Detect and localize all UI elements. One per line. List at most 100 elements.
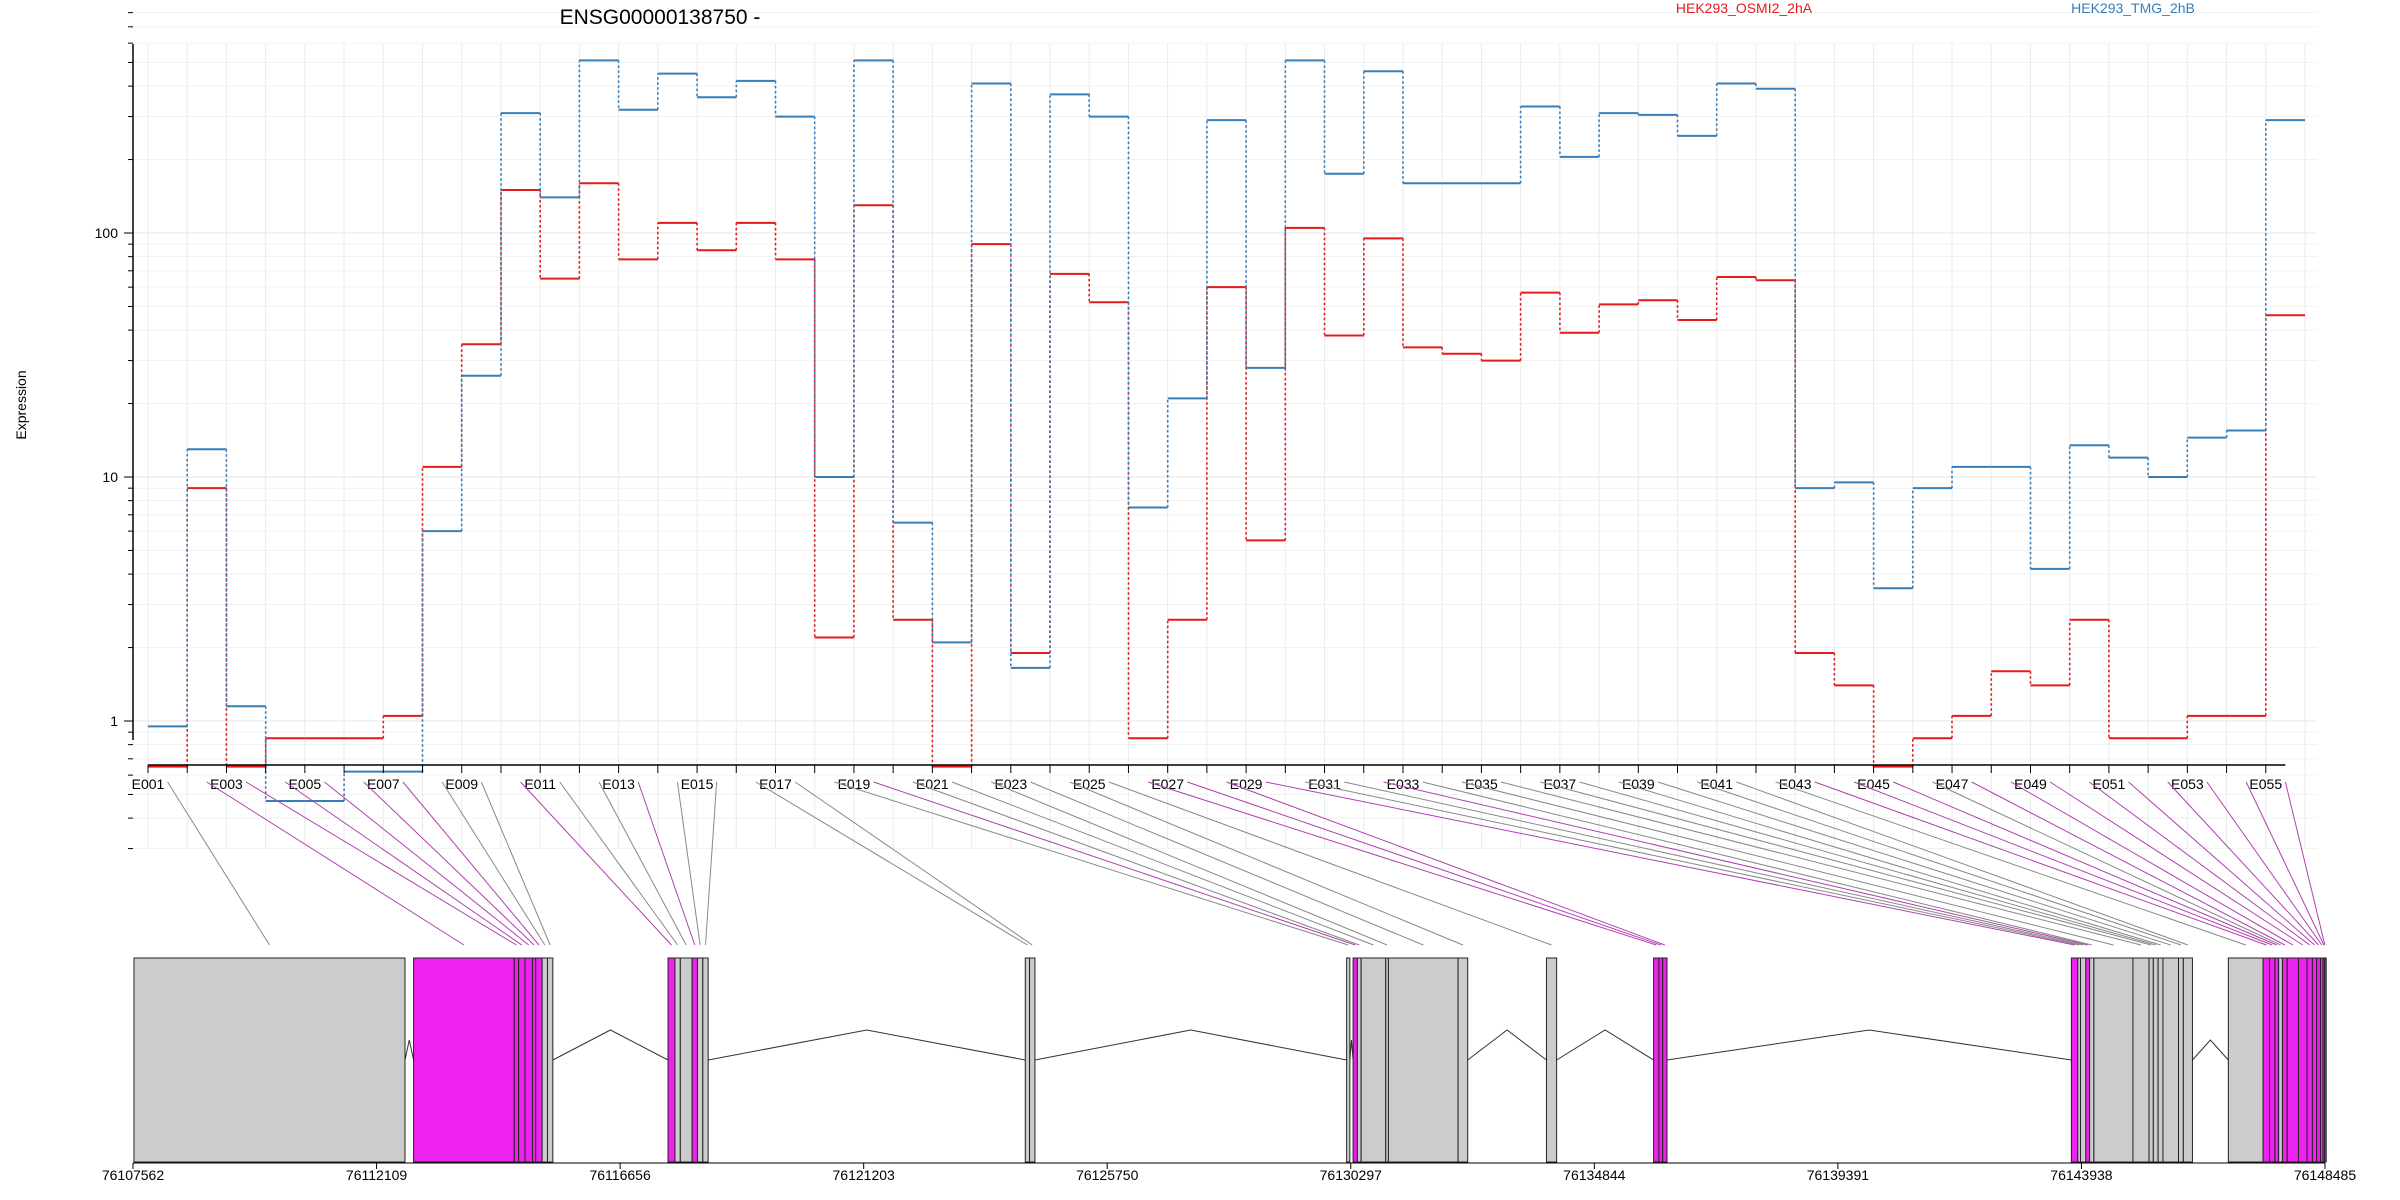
y-tick-label: 1 bbox=[110, 713, 118, 729]
exon-block bbox=[1360, 957, 1387, 1163]
bin-connector bbox=[1147, 781, 1657, 946]
exon-block bbox=[2278, 957, 2283, 1163]
exon-block bbox=[1346, 957, 1351, 1163]
bin-connector bbox=[480, 781, 551, 946]
bin-connector bbox=[2284, 781, 2326, 946]
series-lines bbox=[148, 59, 2305, 803]
legend-series-2: HEK293_TMG_2hB bbox=[2071, 0, 2195, 16]
x-tick-label: E015 bbox=[681, 776, 714, 792]
bin-connector bbox=[324, 781, 530, 946]
exon-block bbox=[2157, 957, 2164, 1163]
exon-block bbox=[1387, 957, 1459, 1163]
x-tick-label: E013 bbox=[602, 776, 635, 792]
exon-connector-lines bbox=[167, 781, 2326, 946]
exon-block bbox=[2085, 957, 2091, 1163]
exon-block bbox=[667, 957, 676, 1163]
bin-connector bbox=[245, 781, 517, 946]
intron-line bbox=[708, 1029, 1026, 1061]
x-tick-label: E027 bbox=[1151, 776, 1184, 792]
bin-connector bbox=[1775, 781, 2246, 946]
bin-connector bbox=[2128, 781, 2315, 946]
x-tick-label: E047 bbox=[1936, 776, 1969, 792]
exon-block bbox=[2178, 957, 2184, 1163]
bin-connector bbox=[1108, 781, 1552, 946]
bin-connector bbox=[2089, 781, 2311, 946]
exon-block bbox=[2286, 957, 2299, 1163]
exon-block bbox=[518, 957, 526, 1163]
genomic-tick-label: 76130297 bbox=[1320, 1167, 1383, 1183]
x-tick-label: E053 bbox=[2171, 776, 2204, 792]
exon-block bbox=[2274, 957, 2280, 1163]
exon-block bbox=[2227, 957, 2264, 1163]
legend-series-1: HEK293_OSMI2_2hA bbox=[1676, 0, 1813, 16]
bin-connector bbox=[873, 781, 1356, 946]
exon-block bbox=[2269, 957, 2276, 1163]
y-tick-label: 100 bbox=[95, 225, 119, 241]
genomic-tick-label: 76125750 bbox=[1076, 1167, 1139, 1183]
x-tick-label: E021 bbox=[916, 776, 949, 792]
bin-connector bbox=[1657, 781, 2171, 946]
genomic-tick-label: 76112109 bbox=[346, 1167, 407, 1183]
exon-block bbox=[2162, 957, 2180, 1163]
x-tick-label: E017 bbox=[759, 776, 792, 792]
bin-connector bbox=[834, 781, 1349, 946]
intron-line bbox=[1034, 1029, 1347, 1061]
exon-block bbox=[2132, 957, 2150, 1163]
intron-line bbox=[1556, 1029, 1654, 1061]
x-tick-label: E043 bbox=[1779, 776, 1812, 792]
exon-block bbox=[691, 957, 698, 1163]
bin-connector bbox=[2167, 781, 2319, 946]
bin-connector bbox=[520, 781, 672, 946]
exon-block bbox=[1653, 957, 1660, 1163]
exon-block bbox=[1029, 957, 1036, 1163]
exon-block bbox=[2070, 957, 2079, 1163]
bin-connector bbox=[1932, 781, 2281, 946]
exon-block bbox=[702, 957, 709, 1163]
exon-block bbox=[535, 957, 543, 1163]
intron-line bbox=[1349, 1039, 1354, 1061]
bin-connector bbox=[1579, 781, 2156, 946]
bin-connector bbox=[284, 781, 523, 946]
bin-connector bbox=[755, 781, 1028, 946]
exon-block bbox=[1356, 957, 1362, 1163]
intron-line bbox=[1666, 1029, 2072, 1061]
bin-connector bbox=[441, 781, 546, 946]
bin-connector bbox=[1344, 781, 2084, 946]
bin-connector bbox=[167, 781, 270, 946]
bin-connector bbox=[1383, 781, 2088, 946]
bin-connector bbox=[1422, 781, 2092, 946]
bin-connector bbox=[637, 781, 696, 946]
genomic-tick-label: 76134844 bbox=[1563, 1167, 1626, 1183]
intron-line bbox=[552, 1029, 669, 1061]
x-tick-label: E019 bbox=[838, 776, 871, 792]
exon-block bbox=[2089, 957, 2095, 1163]
chart-title: ENSG00000138750 - bbox=[560, 6, 761, 29]
bin-connector bbox=[1696, 781, 2182, 946]
exon-block bbox=[413, 957, 515, 1163]
y-axis: 1 10 100 bbox=[95, 12, 134, 850]
x-tick-label: E055 bbox=[2249, 776, 2282, 792]
genomic-tick-label: 76148485 bbox=[2294, 1167, 2357, 1183]
bin-connector bbox=[1500, 781, 2142, 946]
bin-connector bbox=[951, 781, 1374, 946]
x-tick-label: E049 bbox=[2014, 776, 2047, 792]
bin-connector bbox=[1069, 781, 1464, 946]
exon-block bbox=[524, 957, 533, 1163]
exon-block bbox=[2148, 957, 2154, 1163]
bin-connector bbox=[559, 781, 679, 946]
exon-block bbox=[1658, 957, 1664, 1163]
series-connector bbox=[186, 60, 2267, 801]
x-tick-label: E045 bbox=[1857, 776, 1890, 792]
bin-connector bbox=[598, 781, 687, 946]
y-axis-label: Expression bbox=[13, 370, 29, 439]
x-tick-label: E001 bbox=[132, 776, 165, 792]
genomic-tick-label: 76143938 bbox=[2050, 1167, 2113, 1183]
exon-block bbox=[2182, 957, 2193, 1163]
exon-block bbox=[541, 957, 548, 1163]
bin-connector bbox=[206, 781, 465, 946]
x-tick-label: E025 bbox=[1073, 776, 1106, 792]
x-tick-label: E041 bbox=[1700, 776, 1733, 792]
bin-connector bbox=[2049, 781, 2304, 946]
bin-connector bbox=[1853, 781, 2273, 946]
bin-connector bbox=[2010, 781, 2294, 946]
